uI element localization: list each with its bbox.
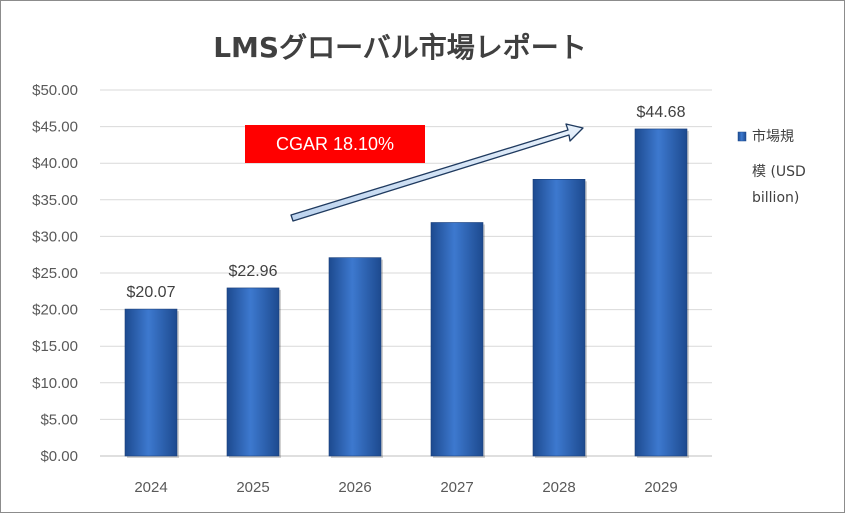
growth-arrow xyxy=(290,123,584,222)
legend-swatch xyxy=(737,131,747,142)
bar xyxy=(532,179,586,457)
bars xyxy=(124,128,689,459)
bar xyxy=(226,287,280,457)
bar xyxy=(328,257,382,457)
x-tick-label: 2024 xyxy=(134,479,167,496)
y-axis: $0.00 $5.00 $10.00 $15.00 $20.00 $25.00 $30.00… xyxy=(32,82,78,465)
y-tick-label: $5.00 xyxy=(40,411,78,428)
legend-text-line-2: 模 (USD xyxy=(752,164,806,180)
x-tick-label: 2026 xyxy=(338,479,371,496)
bar xyxy=(124,308,178,457)
y-tick-label: $45.00 xyxy=(32,119,78,136)
legend: 市場規 模 (USD billion) xyxy=(737,128,806,206)
y-tick-label: $20.00 xyxy=(32,302,78,319)
y-tick-label: $0.00 xyxy=(40,448,78,465)
bar xyxy=(634,128,688,457)
y-tick-label: $25.00 xyxy=(32,265,78,282)
cagr-badge xyxy=(245,125,425,163)
y-tick-label: $30.00 xyxy=(32,228,78,245)
data-label: $44.68 xyxy=(637,104,686,121)
y-tick-label: $15.00 xyxy=(32,338,78,355)
y-tick-label: $35.00 xyxy=(32,192,78,209)
y-tick-label: $40.00 xyxy=(32,155,78,172)
data-labels: $20.07 $22.96 $44.68 xyxy=(127,104,686,301)
y-tick-label: $50.00 xyxy=(32,82,78,99)
legend-text-line-3: billion) xyxy=(752,190,799,206)
bar xyxy=(430,222,484,457)
chart-title: LMSグローバル市場レポート xyxy=(213,31,587,64)
x-tick-label: 2027 xyxy=(440,479,473,496)
legend-text-line-1: 市場規 xyxy=(752,128,794,145)
data-label: $22.96 xyxy=(229,263,278,280)
data-label: $20.07 xyxy=(127,284,176,301)
x-tick-label: 2028 xyxy=(542,479,575,496)
x-axis: 2024 2025 2026 2027 2028 2029 xyxy=(134,479,677,496)
y-tick-label: $10.00 xyxy=(32,375,78,392)
x-tick-label: 2029 xyxy=(644,479,677,496)
cagr-label: CGAR 18.10% xyxy=(276,134,394,154)
x-tick-label: 2025 xyxy=(236,479,269,496)
